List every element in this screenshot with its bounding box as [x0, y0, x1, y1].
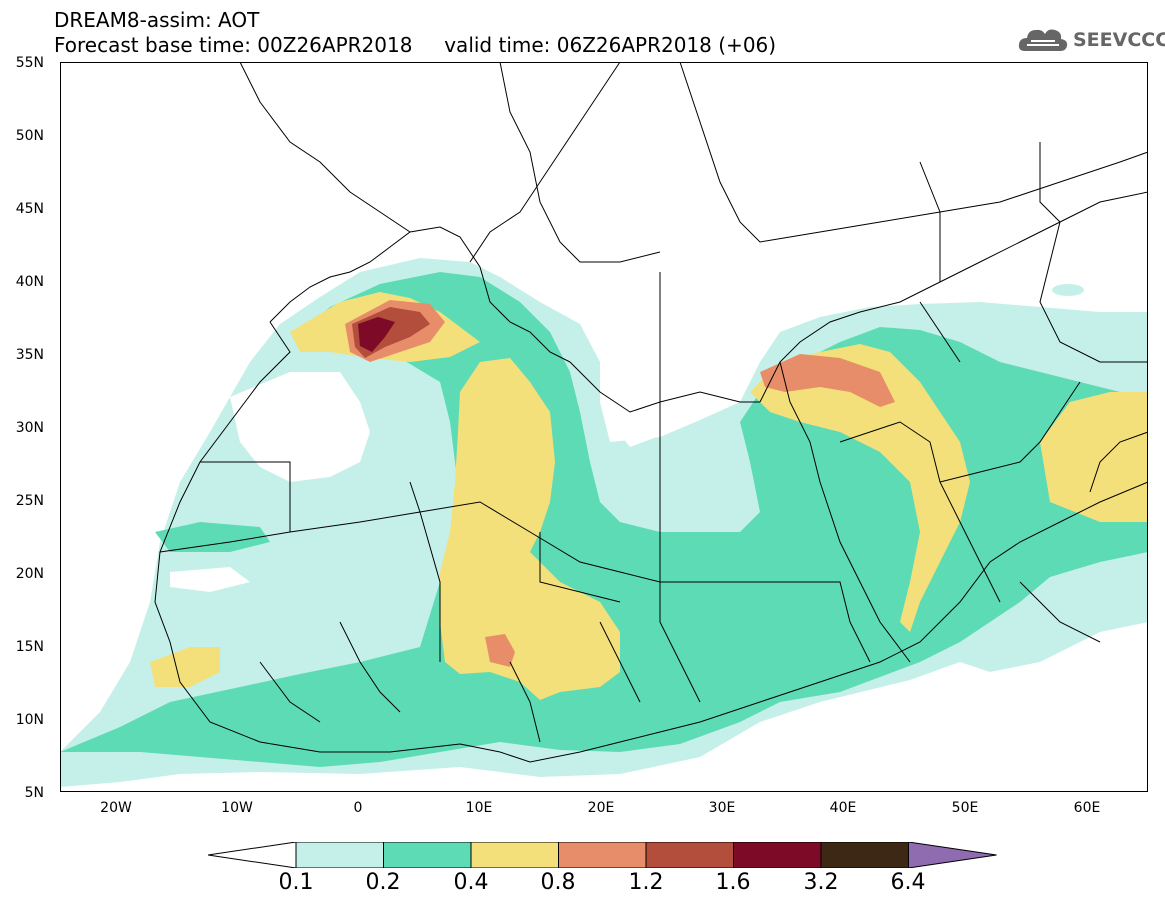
colorbar-cell	[470, 842, 559, 868]
chart-title: DREAM8-assim: AOT	[54, 8, 260, 32]
colorbar-label: 6.4	[890, 870, 926, 895]
lon-label: 10E	[465, 800, 493, 816]
lat-label: 50N	[15, 128, 44, 144]
colorbar-label: 1.2	[628, 870, 664, 895]
colorbar-cell	[820, 842, 909, 868]
aot-level-0.4	[150, 292, 1148, 700]
seevccc-logo: SEEVCCC	[1017, 24, 1165, 56]
colorbar-cell	[383, 842, 472, 868]
colorbar-label: 0.1	[278, 870, 314, 895]
lat-label: 10N	[15, 712, 44, 728]
chart-subtitle: Forecast base time: 00Z26APR2018 valid t…	[54, 33, 777, 57]
lat-label: 40N	[15, 274, 44, 290]
colorbar-cell	[295, 842, 384, 868]
colorbar-label: 0.4	[453, 870, 489, 895]
lon-label: 50E	[951, 800, 979, 816]
lat-label: 20N	[15, 566, 44, 582]
logo-text: SEEVCCC	[1073, 29, 1165, 51]
lat-label: 25N	[15, 493, 44, 509]
lon-label: 20E	[587, 800, 615, 816]
cloud-icon	[1018, 29, 1068, 51]
colorbar-low-arrow	[208, 842, 297, 868]
colorbar-cell	[645, 842, 734, 868]
colorbar-high-arrow	[908, 842, 997, 868]
colorbar-label: 0.2	[365, 870, 401, 895]
lon-label: 0	[353, 800, 363, 816]
colorbar-label: 3.2	[803, 870, 839, 895]
lat-label: 55N	[15, 55, 44, 71]
lat-label: 5N	[24, 785, 44, 801]
colorbar-cell	[733, 842, 822, 868]
lat-label: 45N	[15, 201, 44, 217]
lat-label: 15N	[15, 639, 44, 655]
lon-label: 60E	[1073, 800, 1101, 816]
aot-level-1.6	[358, 317, 395, 352]
lon-label: 40E	[829, 800, 857, 816]
colorbar-cell	[558, 842, 647, 868]
colorbar-label: 0.8	[540, 870, 576, 895]
lon-label: 20W	[100, 800, 132, 816]
colorbar-label: 1.6	[715, 870, 751, 895]
aot-map	[60, 62, 1148, 792]
lon-label: 10W	[221, 800, 253, 816]
lat-label: 30N	[15, 420, 44, 436]
lon-label: 30E	[708, 800, 736, 816]
colorbar	[208, 842, 997, 868]
lat-label: 35N	[15, 347, 44, 363]
country-borders	[154, 62, 1148, 763]
